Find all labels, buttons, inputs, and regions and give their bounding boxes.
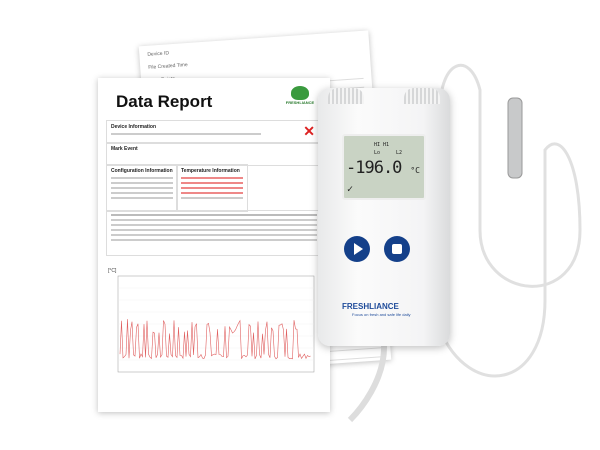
logo-text: FRESHLIANCE — [285, 100, 315, 105]
config-section: Configuration Information — [106, 164, 178, 212]
stop-icon — [392, 244, 402, 254]
hi-label: HI H1 — [374, 142, 390, 148]
temperature-section: Temperature Information — [176, 164, 248, 212]
start-button[interactable] — [344, 236, 370, 262]
lcd-display: HI H1 Lo L2 -196.0 °C ✓ — [342, 134, 426, 200]
checkmark-icon: ✓ — [347, 184, 354, 195]
vent — [328, 88, 364, 104]
chart-unit: [°C] — [108, 268, 117, 274]
vent — [404, 88, 440, 104]
temperature-chart: [°C] — [108, 268, 315, 373]
text-line — [111, 133, 261, 135]
config-heading: Configuration Information — [111, 168, 173, 174]
brand-name: FRESHLIANCE — [342, 302, 399, 311]
report-title: Data Report — [116, 92, 213, 111]
temperature-reading: -196.0 — [346, 158, 402, 178]
red-x-icon: ✕ — [303, 123, 315, 139]
brand-tagline: Focus on fresh and safe life daily — [352, 312, 411, 317]
lo-label: Lo — [374, 150, 381, 156]
device-info-heading: Device Information — [111, 124, 157, 130]
temperature-heading: Temperature Information — [181, 168, 240, 174]
tree-logo-icon — [291, 86, 309, 100]
front-report-sheet: Data Report FRESHLIANCE Device Informati… — [98, 78, 330, 412]
steel-probe — [507, 97, 523, 179]
l2-label: L2 — [396, 150, 403, 156]
mark-event-heading: Mark Event — [111, 146, 138, 152]
logo: FRESHLIANCE — [280, 86, 320, 105]
temperature-logger-device: HI H1 Lo L2 -196.0 °C ✓ FRESHLIANCE Focu… — [318, 88, 450, 346]
play-icon — [354, 243, 363, 255]
stop-button[interactable] — [384, 236, 410, 262]
temperature-unit: °C — [410, 166, 420, 175]
temperature-series — [119, 319, 311, 360]
